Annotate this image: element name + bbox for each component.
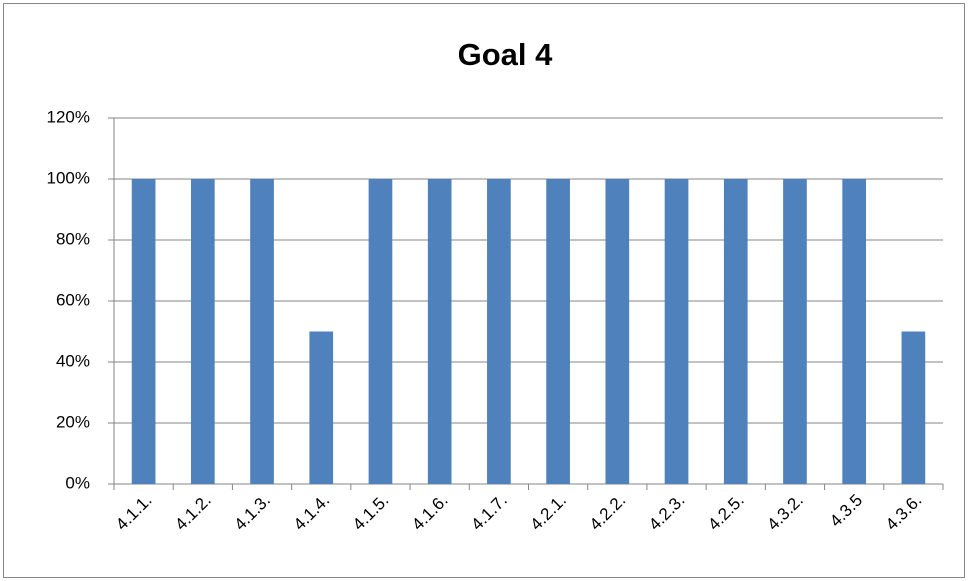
y-tick-label: 20% (56, 412, 90, 431)
y-tick-label: 0% (65, 473, 90, 492)
y-tick-label: 100% (47, 168, 90, 187)
bar (190, 179, 215, 484)
bar (427, 179, 452, 484)
bar (901, 331, 926, 484)
y-tick-label: 80% (56, 229, 90, 248)
chart-title: Goal 4 (458, 37, 554, 72)
bar (250, 179, 274, 484)
bar (723, 179, 748, 484)
bar (842, 179, 867, 484)
bar (546, 179, 570, 484)
bar (368, 179, 393, 484)
y-tick-label: 60% (56, 290, 90, 309)
bar (131, 179, 156, 484)
y-tick-label: 40% (56, 351, 90, 370)
bar (605, 179, 630, 484)
bar (664, 179, 689, 484)
bar (309, 331, 334, 484)
bar (487, 179, 511, 484)
y-tick-label: 120% (47, 107, 90, 126)
bar (783, 179, 807, 484)
